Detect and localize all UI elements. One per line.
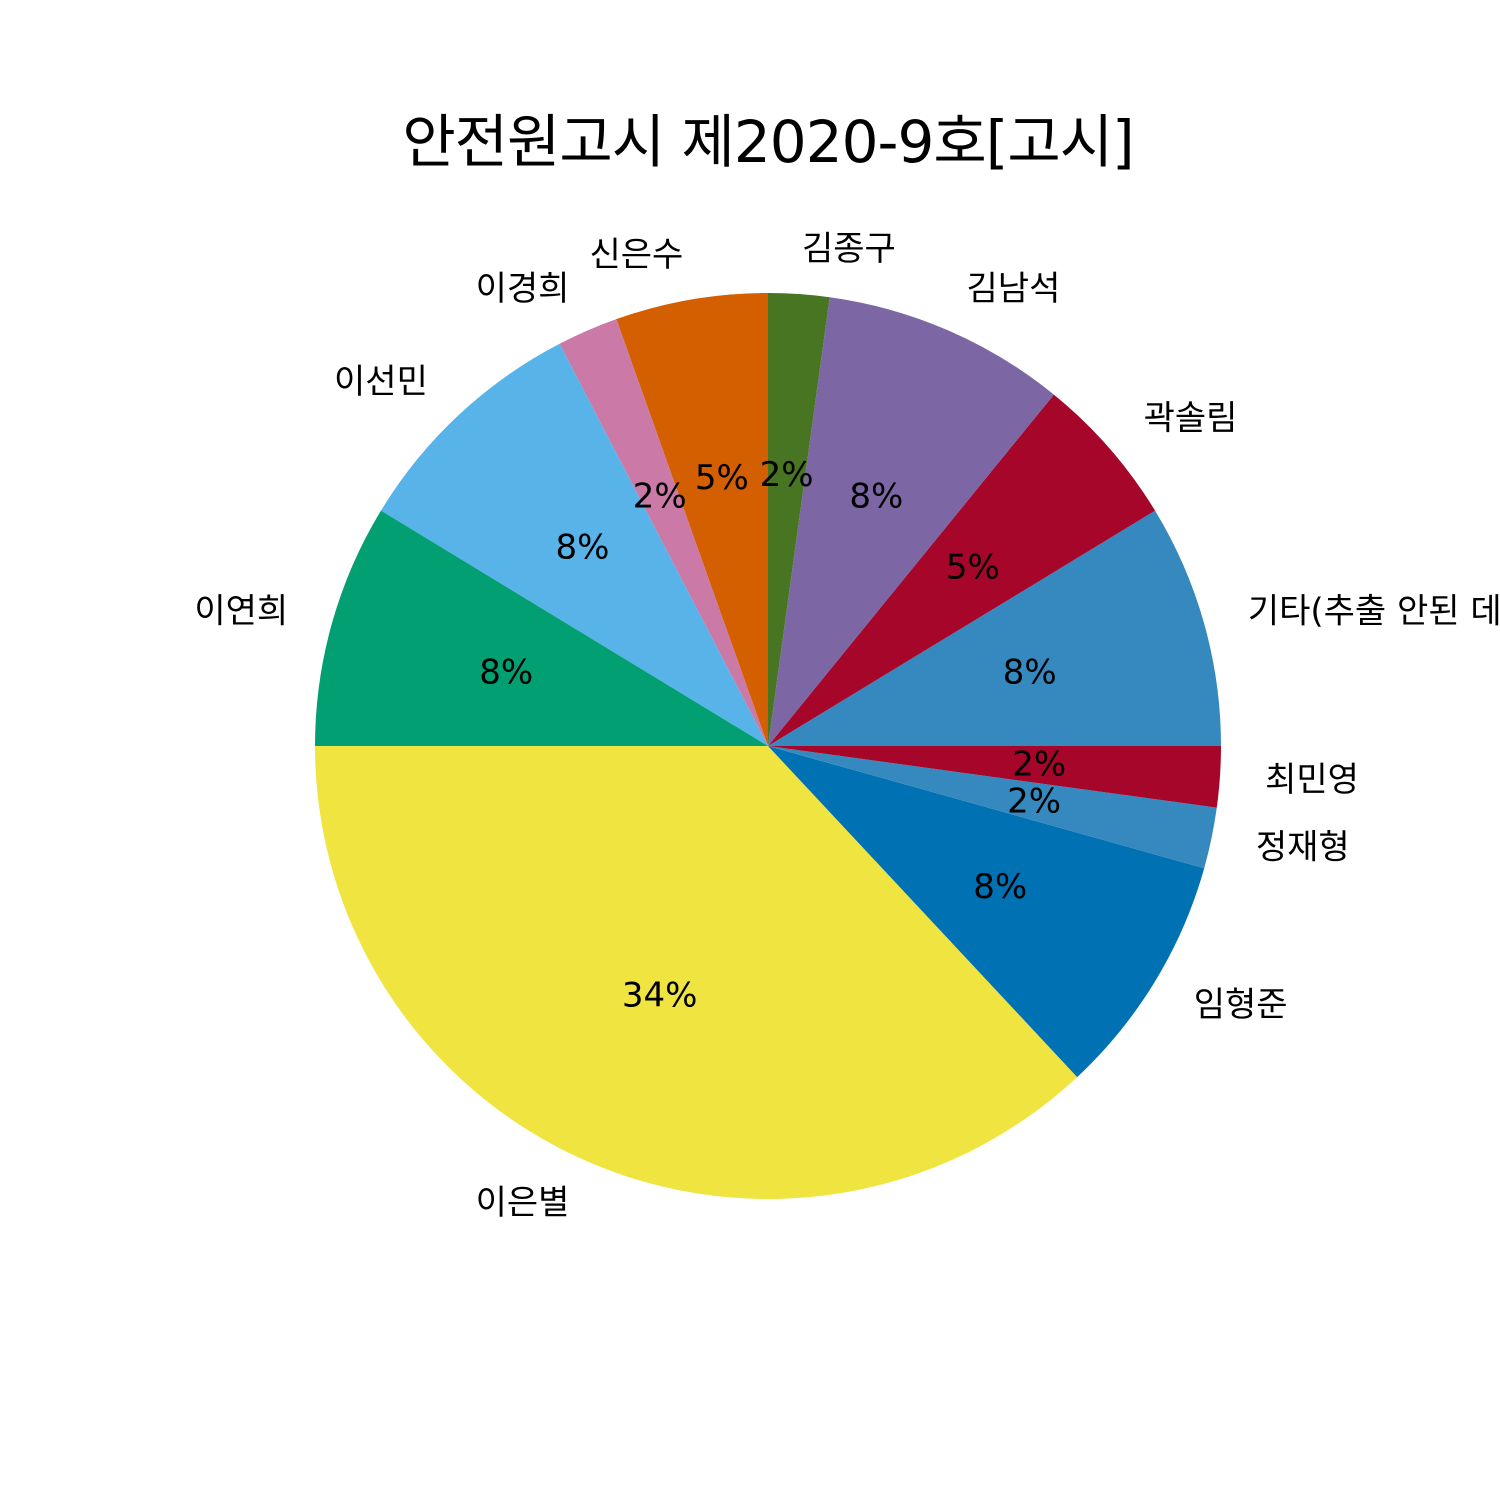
pie-slice-8: [314, 746, 1078, 1200]
slices-layer: [314, 293, 1221, 1200]
slice-percent-label-1: 5%: [946, 547, 1000, 587]
slice-percent-label-6: 8%: [556, 527, 610, 567]
slice-percent-label-9: 8%: [973, 867, 1027, 907]
pie-slice-11: [768, 746, 1221, 808]
chart-title: 안전원고시 제2020-9호[고시]: [402, 108, 1134, 176]
slice-name-label-9: 임형준: [1194, 985, 1288, 1025]
slice-name-label-6: 이선민: [334, 362, 428, 402]
pie-slice-6: [380, 343, 768, 746]
slice-name-label-1: 곽솔림: [1144, 399, 1238, 439]
slice-percent-label-3: 2%: [760, 455, 814, 495]
slice-name-label-8: 이은별: [476, 1183, 570, 1223]
labels-layer: 8% 기타(추출 안된 데이터) 5% 곽솔림 8% 김남석 2% 김종구 5% 신은수 2% 이경희…: [194, 229, 1500, 1223]
slice-percent-label-8: 34%: [622, 975, 698, 1015]
slice-percent-label-5: 2%: [633, 477, 687, 517]
slice-name-label-0: 기타(추출 안된 데이터): [1248, 592, 1500, 632]
pie-slice-3: [768, 293, 830, 746]
pie-slice-1: [768, 394, 1156, 746]
pie-slice-0: [768, 510, 1221, 746]
slice-name-label-2: 김남석: [967, 269, 1061, 309]
slice-percent-label-0: 8%: [1003, 653, 1057, 693]
slice-name-label-7: 이연희: [194, 592, 288, 632]
slice-percent-label-7: 8%: [479, 653, 533, 693]
slice-percent-label-11: 2%: [1012, 745, 1066, 785]
pie-slice-4: [616, 293, 768, 746]
slice-percent-label-2: 8%: [849, 477, 903, 517]
pie-slice-9: [768, 746, 1205, 1078]
slice-name-label-10: 정재형: [1256, 827, 1350, 867]
pie-slice-2: [768, 297, 1054, 746]
slice-name-label-11: 최민영: [1265, 760, 1359, 800]
slice-name-label-5: 이경희: [476, 269, 570, 309]
slice-name-label-4: 신은수: [589, 235, 683, 275]
pie-slice-5: [559, 319, 768, 746]
pie-slice-10: [768, 746, 1217, 869]
slice-name-label-3: 김종구: [802, 229, 896, 269]
slice-percent-label-4: 5%: [695, 458, 749, 498]
pie-slice-7: [315, 510, 768, 746]
slice-percent-label-10: 2%: [1007, 781, 1061, 821]
